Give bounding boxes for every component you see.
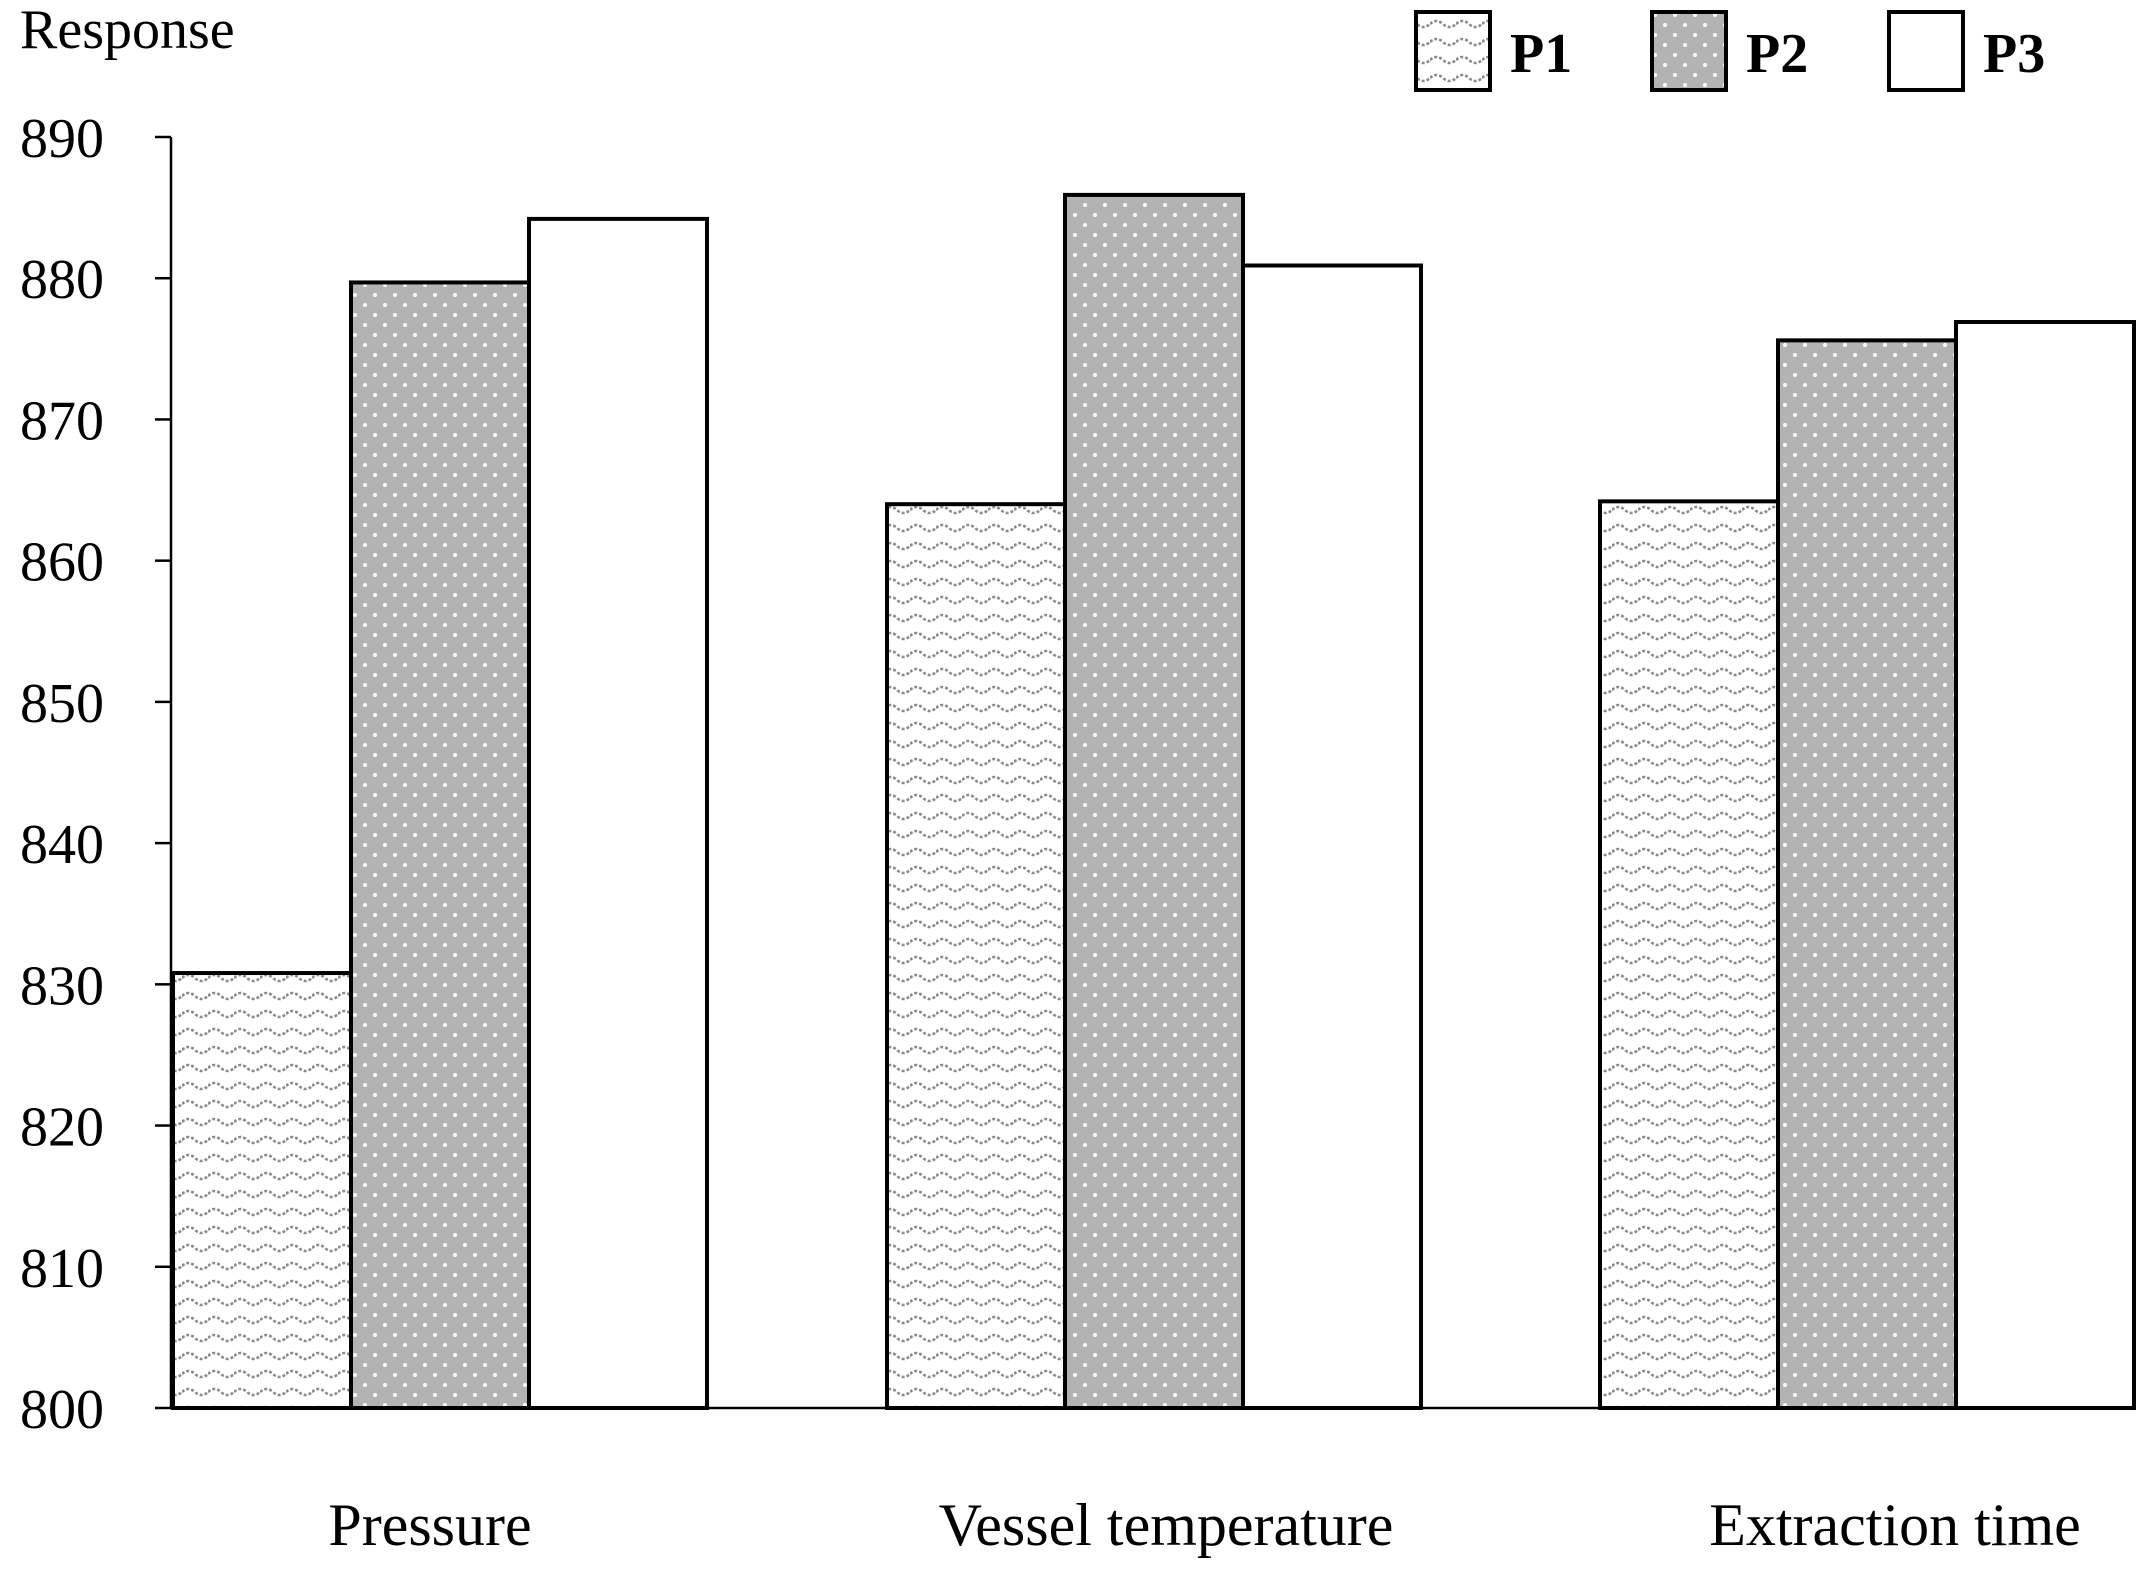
legend-label-p2: P2 — [1746, 23, 1808, 85]
y-tick-label-800: 800 — [20, 1379, 104, 1441]
y-axis-title: Response — [20, 0, 235, 61]
y-tick-label-820: 820 — [20, 1097, 104, 1159]
category-labels: Pressure Vessel temperature Extraction tim… — [328, 1492, 2080, 1558]
legend: P1 P2 P3 — [1414, 10, 2045, 92]
bar-p3-pressure — [527, 216, 709, 1410]
y-tick-label-830: 830 — [20, 955, 104, 1017]
legend-swatch-p2 — [1650, 10, 1728, 92]
legend-swatch-p1 — [1414, 10, 1492, 92]
category-label-vessel-temperature: Vessel temperature — [939, 1492, 1394, 1558]
y-axis: 800 810 820 830 840 850 860 870 880 890 — [20, 108, 173, 1441]
legend-label-p1: P1 — [1510, 23, 1572, 85]
bar-p2-extraction-time — [1776, 338, 1958, 1410]
y-tick-label-810: 810 — [20, 1238, 104, 1300]
bar-p1-pressure — [171, 971, 353, 1411]
y-tick-label-870: 870 — [20, 390, 104, 452]
bar-p1-vessel-temperature — [885, 502, 1067, 1410]
bar-p3-extraction-time — [1954, 320, 2136, 1410]
category-label-pressure: Pressure — [328, 1492, 531, 1558]
bar-p2-pressure — [349, 280, 531, 1411]
bars-group — [171, 192, 2136, 1411]
category-label-extraction-time: Extraction time — [1709, 1492, 2081, 1558]
y-tick-label-880: 880 — [20, 249, 104, 311]
legend-swatch-p3 — [1887, 10, 1965, 92]
bar-p1-extraction-time — [1598, 499, 1780, 1410]
bar-p2-vessel-temperature — [1063, 192, 1245, 1410]
legend-label-p3: P3 — [1983, 23, 2045, 85]
y-tick-label-890: 890 — [20, 108, 104, 170]
y-tick-label-840: 840 — [20, 814, 104, 876]
y-tick-label-850: 850 — [20, 673, 104, 735]
y-tick-label-860: 860 — [20, 532, 104, 594]
bar-p3-vessel-temperature — [1241, 263, 1423, 1410]
